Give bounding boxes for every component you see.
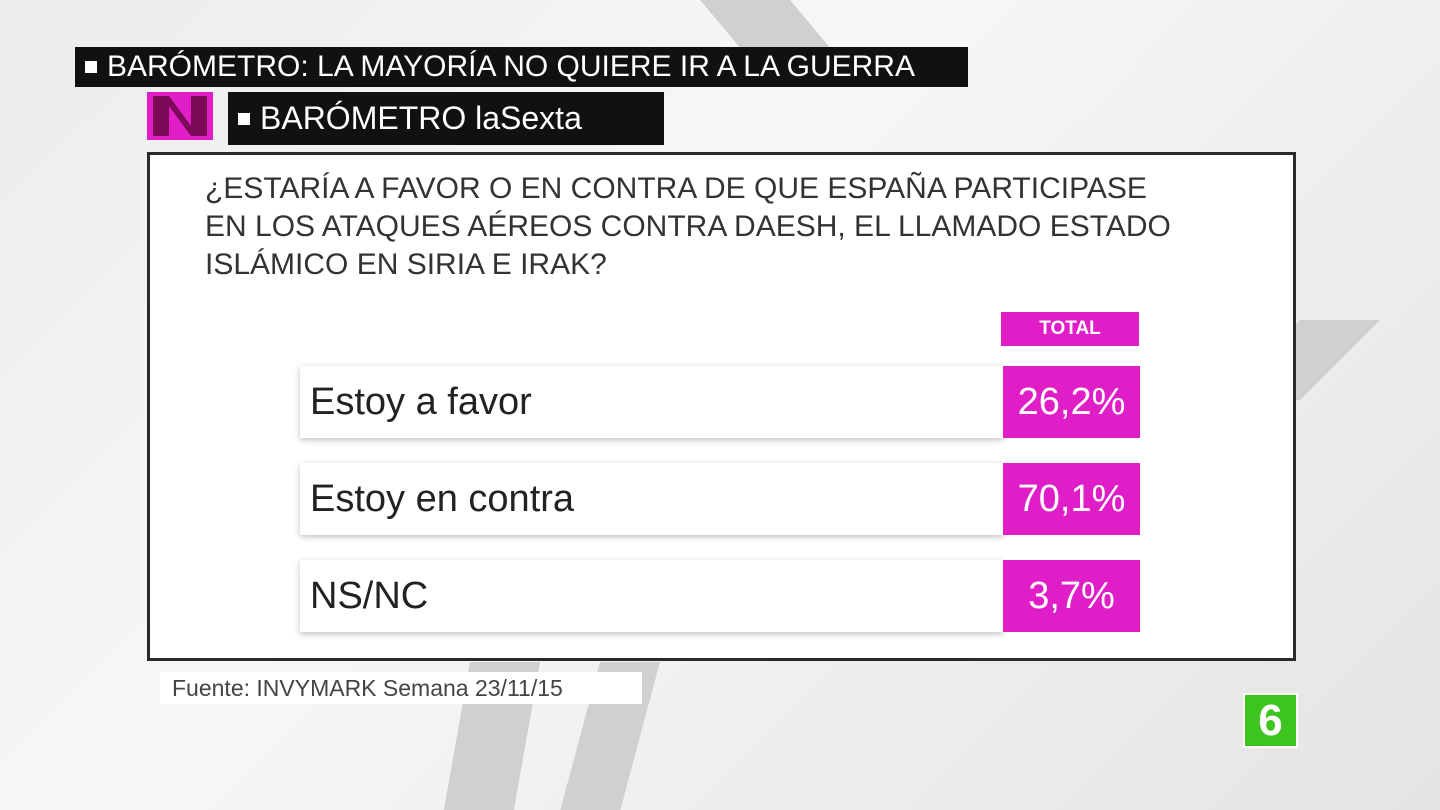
brand-logo xyxy=(147,92,213,140)
banner-text: BARÓMETRO: LA MAYORÍA NO QUIERE IR A LA … xyxy=(107,50,915,83)
source: Fuente: INVYMARK Semana 23/11/15 xyxy=(160,672,642,704)
subbanner-text: BARÓMETRO laSexta xyxy=(260,100,582,136)
row-label: Estoy en contra xyxy=(300,463,1003,535)
question-line: ¿ESTARÍA A FAVOR O EN CONTRA DE QUE ESPA… xyxy=(205,172,1147,205)
table-header: TOTAL xyxy=(1001,312,1139,346)
channel-logo: 6 xyxy=(1243,693,1298,748)
banner: BARÓMETRO: LA MAYORÍA NO QUIERE IR A LA … xyxy=(75,47,968,87)
row-value: 26,2% xyxy=(1003,366,1140,438)
row-label: NS/NC xyxy=(300,560,1003,632)
question-line: EN LOS ATAQUES AÉREOS CONTRA DAESH, EL L… xyxy=(205,210,1171,243)
row-label: Estoy a favor xyxy=(300,366,1003,438)
row-value: 70,1% xyxy=(1003,463,1140,535)
row-value: 3,7% xyxy=(1003,560,1140,632)
question-line: ISLÁMICO EN SIRIA E IRAK? xyxy=(205,248,607,281)
subbanner: BARÓMETRO laSexta xyxy=(228,92,664,145)
